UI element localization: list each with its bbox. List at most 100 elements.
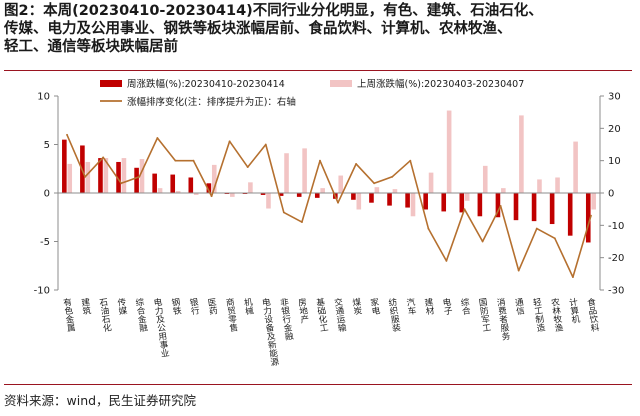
rank-change-point <box>427 227 430 230</box>
last-week-bar <box>392 189 398 193</box>
last-week-bar <box>356 193 362 210</box>
category-label-text: 煤炭 <box>352 296 364 318</box>
category-label-text: 银行 <box>189 296 201 318</box>
category-label: 非银行金融 <box>279 296 294 343</box>
category-label-text: 轻工制造 <box>532 296 546 335</box>
category-labels: 有色金属建筑石油石化传媒综合金融电力及公用事业钢铁银行医药商贸零售机械电力设备及… <box>63 296 601 369</box>
this-week-bar <box>206 183 212 193</box>
last-week-bar <box>374 187 380 193</box>
this-week-bar <box>567 193 573 236</box>
category-label: 电力设备及新能源 <box>261 296 280 369</box>
category-label-text: 电子 <box>442 296 454 318</box>
category-label-text: 基础化工 <box>315 296 329 335</box>
category-label: 纺织服装 <box>388 296 402 335</box>
source-note: 资料来源：wind，民生证券研究院 <box>4 393 197 408</box>
category-label: 机械 <box>243 296 255 318</box>
category-label: 建筑 <box>81 296 93 318</box>
this-week-bar <box>531 193 537 222</box>
right-axis-tick-label: -10 <box>608 221 624 232</box>
category-label-text: 非银行金融 <box>279 296 294 343</box>
category-label: 石油石化 <box>99 298 113 335</box>
this-week-bar <box>495 193 501 218</box>
this-week-bar <box>98 158 103 193</box>
category-label-text: 商贸零售 <box>225 296 239 335</box>
last-week-bar <box>175 191 181 193</box>
right-axis-tick-label: 10 <box>608 156 621 167</box>
category-label-text: 通信 <box>514 297 526 318</box>
rank-change-point <box>373 182 376 185</box>
title-rule <box>4 70 632 71</box>
this-week-bar <box>477 193 483 217</box>
rank-change-point <box>174 159 177 162</box>
last-week-bar <box>428 172 434 193</box>
last-week-bar <box>302 148 307 193</box>
this-week-bar <box>116 161 121 193</box>
category-label: 综合 <box>460 296 472 318</box>
category-label: 综合金融 <box>135 296 149 335</box>
category-label-text: 国防军工 <box>478 297 492 335</box>
rank-change-point <box>409 159 412 162</box>
category-label-text: 建材 <box>424 296 436 318</box>
this-week-bar <box>296 193 302 197</box>
this-week-bar <box>152 173 157 193</box>
this-week-bar <box>260 193 266 195</box>
right-axis-tick-label: 0 <box>608 189 614 200</box>
left-axis-tick-label: 0 <box>44 189 50 200</box>
rank-change-point <box>228 140 231 143</box>
rank-change-point <box>282 211 285 214</box>
last-week-bar <box>85 161 91 193</box>
category-label: 轻工制造 <box>532 296 546 335</box>
category-label-text: 交通运输 <box>334 296 348 335</box>
category-label: 银行 <box>189 296 201 318</box>
category-label: 传媒 <box>117 296 129 318</box>
category-label: 计算机 <box>568 296 581 326</box>
this-week-bar <box>513 193 519 221</box>
last-week-bar <box>266 193 271 209</box>
category-label-text: 电力及公用事业 <box>153 296 171 360</box>
right-axis-tick-label: 30 <box>608 92 621 103</box>
category-label: 钢铁 <box>171 296 183 318</box>
last-week-bar <box>464 193 470 201</box>
last-week-bar <box>537 179 542 193</box>
rank-change-point <box>463 208 466 211</box>
last-week-bar <box>338 175 344 193</box>
category-label: 商贸零售 <box>225 296 239 335</box>
last-week-bar <box>320 188 325 193</box>
category-label-text: 计算机 <box>568 296 581 326</box>
right-axis-tick-label: -30 <box>608 286 624 297</box>
category-label-text: 汽车 <box>406 296 418 318</box>
this-week-bar <box>441 193 447 212</box>
left-axis-tick-label: 5 <box>44 140 50 151</box>
last-week-bar <box>573 141 578 193</box>
last-week-bar <box>248 182 253 193</box>
rank-change-point <box>84 175 86 178</box>
last-week-bar <box>501 188 506 193</box>
this-week-bar <box>459 193 465 213</box>
last-week-bar <box>555 177 560 193</box>
rank-change-point <box>499 205 502 207</box>
rank-change-point <box>301 221 303 224</box>
category-label-text: 传媒 <box>117 296 129 318</box>
this-week-bar <box>423 193 428 210</box>
category-label-text: 机械 <box>243 296 255 318</box>
rank-change-point <box>535 227 538 230</box>
category-label: 煤炭 <box>352 296 364 318</box>
rank-change-point <box>192 159 195 162</box>
this-week-bar <box>549 193 555 225</box>
legend-swatch-last-week <box>330 80 352 87</box>
this-week-bar <box>314 193 320 198</box>
last-week-bar <box>211 164 217 193</box>
category-label: 消费者服务 <box>496 296 511 343</box>
right-axis-tick-label: 20 <box>608 124 621 135</box>
category-label-text: 钢铁 <box>171 296 183 318</box>
left-axis-tick-label: -5 <box>40 237 50 248</box>
left-axis-tick-label: 10 <box>37 92 50 103</box>
rank-change-point <box>355 163 357 165</box>
legend: 周涨跌幅(%):20230410-20230414 上周涨跌幅(%):202304… <box>100 78 524 108</box>
rank-change-point <box>553 237 556 240</box>
rank-change-line <box>66 133 592 278</box>
category-label: 有色金属 <box>63 296 77 335</box>
figure-title: 图2：本周(20230410-20230414)不同行业分化明显，有色、建筑、石… <box>4 2 636 56</box>
figure-title-line3: 轻工、通信等板块跌幅居前 <box>4 39 178 55</box>
last-week-bar <box>482 165 488 193</box>
